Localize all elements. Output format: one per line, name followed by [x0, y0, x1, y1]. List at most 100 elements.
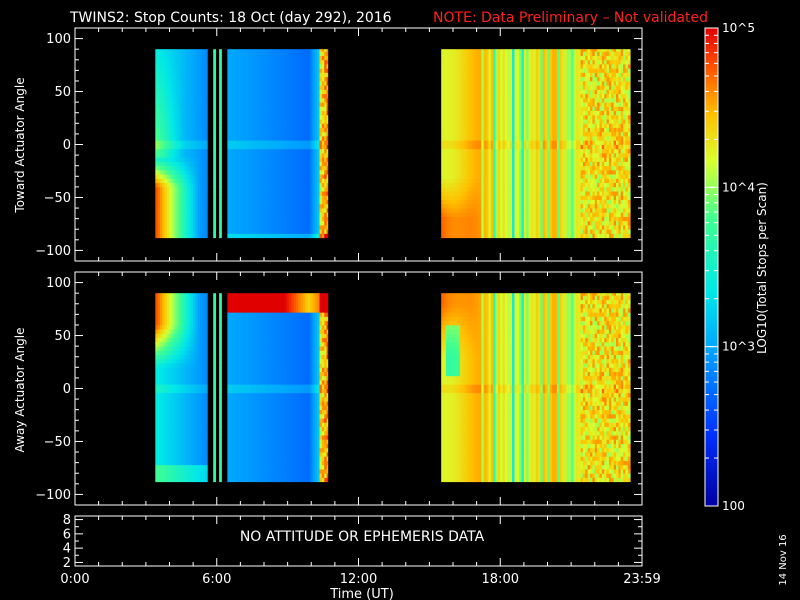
heatmap-cell: [200, 119, 203, 124]
heatmap-cell: [486, 152, 489, 158]
heatmap-cell: [450, 114, 454, 120]
heatmap-cell: [443, 85, 447, 90]
heatmap-cell: [542, 76, 546, 82]
heatmap-cell: [307, 123, 311, 128]
heatmap-cell: [260, 199, 264, 205]
heatmap-cell: [265, 136, 268, 141]
heatmap-cell: [471, 174, 475, 179]
heatmap-cell: [295, 229, 299, 234]
heatmap-cell: [514, 72, 518, 78]
heatmap-cell: [255, 51, 259, 56]
heatmap-cell: [457, 229, 461, 234]
heatmap-cell: [253, 85, 257, 90]
heatmap-cell: [298, 224, 302, 230]
heatmap-cell: [526, 169, 529, 175]
heatmap-cell: [530, 140, 534, 145]
heatmap-cell: [476, 224, 480, 230]
heatmap-cell: [453, 199, 456, 205]
heatmap-cell: [528, 148, 532, 154]
heatmap-cell: [493, 119, 496, 124]
heatmap-cell: [540, 85, 544, 90]
heatmap-cell: [502, 89, 506, 95]
heatmap-cell: [229, 80, 233, 86]
heatmap-cell: [302, 152, 306, 158]
heatmap-cell: [512, 182, 515, 188]
heatmap-cell: [507, 212, 511, 217]
heatmap-cell: [269, 80, 273, 86]
heatmap-cell: [528, 220, 532, 226]
heatmap-cell: [324, 174, 327, 179]
heatmap-cell: [305, 59, 309, 65]
heatmap-cell: [258, 144, 261, 150]
heatmap-cell: [317, 51, 320, 56]
heatmap-cell: [533, 182, 537, 188]
heatmap-cell: [171, 85, 175, 90]
heatmap-cell: [251, 102, 254, 107]
heatmap-cell: [321, 72, 325, 78]
heatmap-cell: [448, 212, 452, 217]
heatmap-cell: [507, 136, 511, 141]
heatmap-cell: [272, 123, 276, 128]
heatmap-cell: [521, 203, 525, 209]
heatmap-cell: [530, 220, 534, 226]
heatmap-cell: [512, 203, 515, 209]
heatmap-cell: [167, 123, 170, 128]
heatmap-cell: [190, 203, 194, 209]
heatmap-cell: [229, 212, 233, 217]
heatmap-cell: [317, 169, 320, 175]
heatmap-cell: [443, 106, 447, 112]
heatmap-cell: [200, 174, 203, 179]
heatmap-cell: [542, 191, 546, 196]
heatmap-cell: [248, 106, 252, 112]
heatmap-cell: [319, 64, 323, 69]
heatmap-cell: [493, 64, 496, 69]
heatmap-cell: [460, 199, 463, 205]
heatmap-cell: [251, 114, 254, 120]
heatmap-cell: [190, 157, 194, 162]
heatmap-cell: [542, 208, 546, 213]
heatmap-cell: [219, 102, 222, 107]
heatmap-cell: [176, 51, 180, 56]
heatmap-cell: [478, 212, 482, 217]
heatmap-cell: [232, 148, 235, 154]
heatmap-cell: [183, 80, 187, 86]
heatmap-cell: [197, 127, 201, 133]
heatmap-cell: [227, 186, 231, 192]
heatmap-cell: [305, 212, 309, 217]
heatmap-cell: [483, 152, 487, 158]
heatmap-cell: [528, 216, 532, 222]
heatmap-cell: [232, 152, 235, 158]
heatmap-cell: [324, 114, 327, 120]
heatmap-cell: [326, 49, 329, 52]
heatmap-cell: [183, 55, 187, 61]
heatmap-cell: [160, 229, 163, 234]
heatmap-cell: [448, 119, 452, 124]
heatmap-cell: [530, 123, 534, 128]
heatmap-cell: [321, 220, 325, 226]
heatmap-cell: [255, 59, 259, 65]
heatmap-cell: [471, 212, 475, 217]
heatmap-cell: [512, 152, 515, 158]
heatmap-cell: [178, 80, 182, 86]
heatmap-cell: [162, 55, 166, 61]
heatmap-cell: [474, 97, 478, 103]
heatmap-cell: [267, 72, 271, 78]
heatmap-cell: [530, 165, 534, 171]
heatmap-cell: [202, 191, 206, 196]
heatmap-cell: [512, 186, 515, 192]
heatmap-cell: [542, 127, 546, 133]
heatmap-cell: [239, 55, 242, 61]
heatmap-cell: [260, 85, 264, 90]
heatmap-cell: [251, 85, 254, 90]
heatmap-cell: [467, 68, 470, 73]
heatmap-cell: [526, 152, 529, 158]
heatmap-cell: [262, 229, 266, 234]
heatmap-cell: [314, 169, 318, 175]
heatmap-cell: [251, 220, 254, 226]
heatmap-cell: [478, 169, 482, 175]
heatmap-cell: [507, 106, 511, 112]
heatmap-cell: [502, 123, 506, 128]
heatmap-cell: [293, 233, 297, 239]
heatmap-cell: [286, 55, 290, 61]
heatmap-cell: [262, 191, 266, 196]
